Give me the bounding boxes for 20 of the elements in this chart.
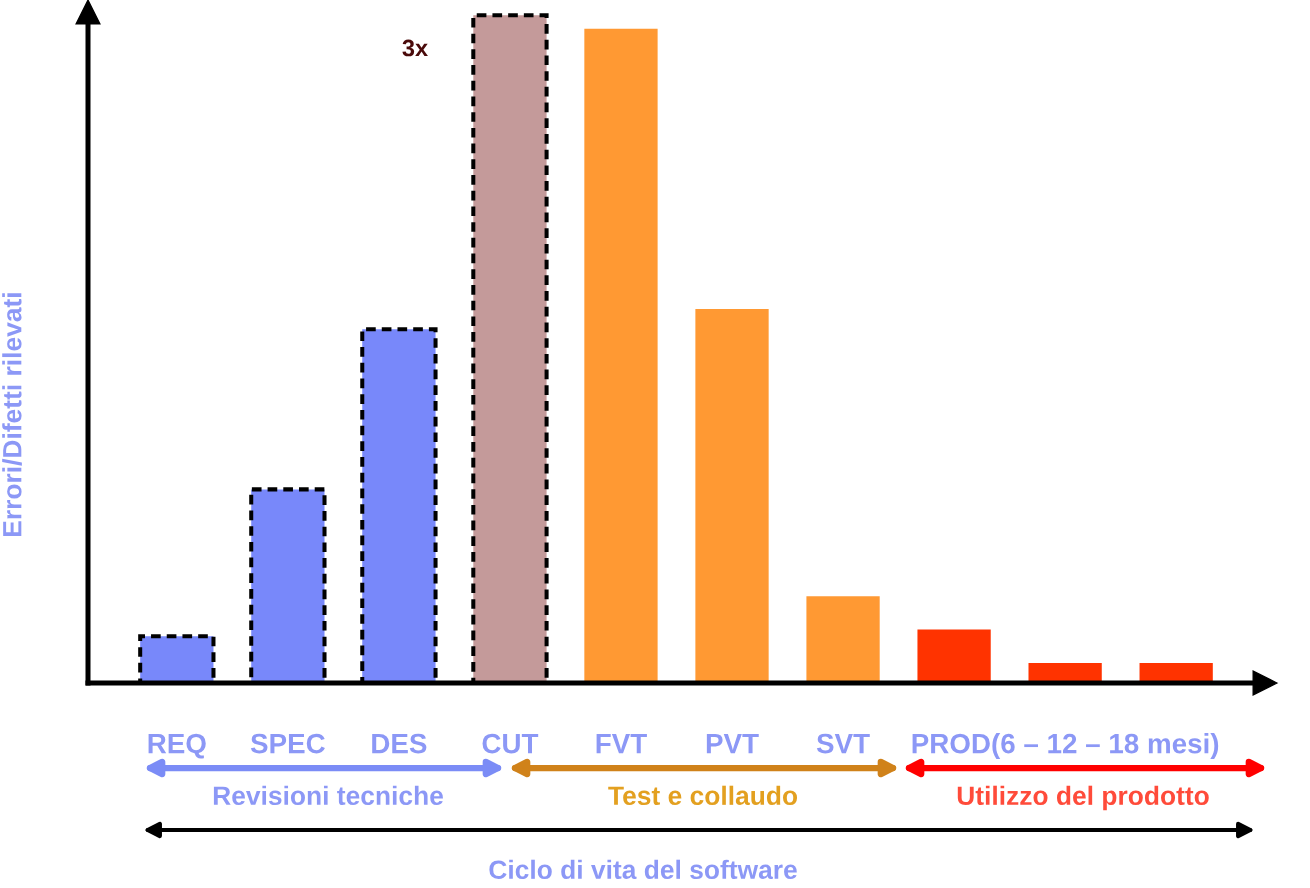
x-tick-label: CUT	[482, 733, 539, 754]
x-tick-label: SPEC	[250, 733, 325, 754]
y-axis-title: Errori/Difetti rilevati	[2, 293, 22, 537]
bar	[917, 629, 991, 683]
text: Ciclo di vita del software	[489, 859, 797, 880]
bar	[695, 309, 769, 683]
x-tick-label: PVT	[706, 734, 759, 754]
text: Revisioni tecniche	[213, 785, 443, 806]
annotation: 3x	[402, 39, 428, 57]
bar	[584, 28, 658, 683]
x-tick-label: DES	[372, 733, 427, 754]
text: Test e collaudo	[608, 785, 798, 806]
bar	[806, 596, 880, 683]
x-tick-label: SVT	[816, 733, 870, 754]
bar	[1139, 662, 1213, 683]
text: Utilizzo del prodotto	[957, 785, 1209, 811]
x-tick-label: REQ	[148, 733, 206, 759]
bar	[1028, 662, 1102, 683]
x-tick-label: PROD(6 – 12 – 18 mesi)	[912, 733, 1219, 759]
x-tick-label: FVT	[596, 734, 647, 754]
